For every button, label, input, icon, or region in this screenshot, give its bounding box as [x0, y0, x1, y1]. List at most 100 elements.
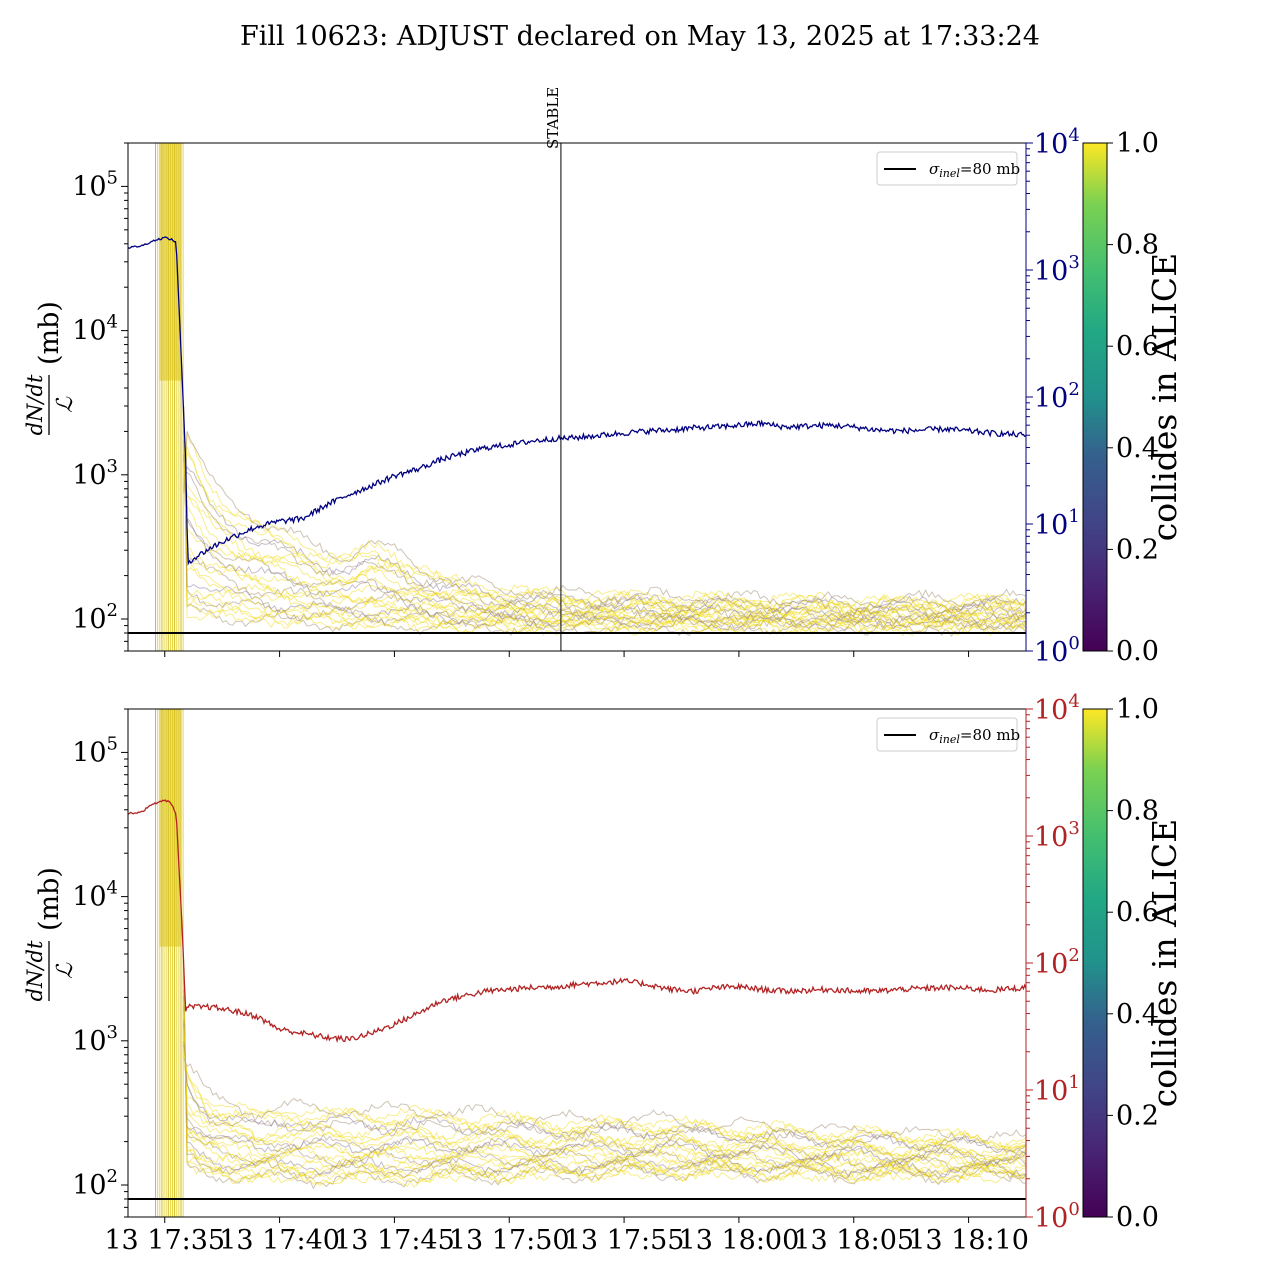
bunch-line: [183, 1023, 1026, 1166]
tick-exponent: 5: [107, 733, 118, 754]
colorbar-tick-label: 0.4: [1116, 433, 1159, 464]
tick-base: 10: [1034, 822, 1068, 853]
tick-base: 10: [72, 171, 106, 202]
legend-label: σinel=80 mb: [929, 160, 1020, 180]
legend-box: [876, 151, 1018, 186]
bunch-line: [183, 1037, 1026, 1157]
bunch-line: [183, 446, 1026, 612]
tick-exponent: 4: [107, 312, 118, 333]
tick-base: 10: [72, 882, 106, 913]
bunch-line: [183, 1051, 1026, 1151]
tick-exponent: 3: [1068, 252, 1079, 273]
label-denominator: ℒ: [53, 396, 78, 413]
right-tick-label: 103: [1034, 252, 1080, 287]
legend-subscript: inel: [939, 167, 960, 180]
bunch-line: [183, 992, 1026, 1179]
bunch-line: [183, 471, 1026, 617]
tick-base: 10: [72, 604, 106, 635]
colorbar-tick-label: 0.8: [1116, 230, 1159, 261]
x-tick-label: 13 17:40: [219, 1225, 340, 1256]
colorbar-tick-label: 0.8: [1116, 796, 1159, 827]
tick-base: 10: [1034, 1076, 1068, 1107]
colorbar-gradient: [1082, 708, 1108, 1218]
burst-fill: [159, 709, 182, 947]
tick-exponent: 2: [107, 1166, 118, 1187]
left-tick-label: 103: [72, 1022, 118, 1057]
colorbar-tick-label: 0.2: [1116, 534, 1159, 565]
bunch-line: [183, 985, 1026, 1182]
bunch-line: [183, 466, 1026, 616]
right-tick-label: 104: [1034, 125, 1080, 160]
bunch-line: [183, 1013, 1026, 1170]
label-unit: (mb): [34, 301, 65, 365]
tick-exponent: 3: [107, 1022, 118, 1043]
left-tick-label: 103: [72, 456, 118, 491]
left-axis-label: dN/dt ℒ (mb): [23, 301, 78, 435]
tick-base: 10: [72, 460, 106, 491]
right-tick-label: 104: [1034, 691, 1080, 726]
colorbar-tick-label: 1.0: [1116, 128, 1159, 159]
legend-value: =80 mb: [960, 726, 1020, 744]
bunch-line: [183, 1048, 1026, 1153]
colorbar-tick-label: 0.0: [1116, 1202, 1159, 1233]
right-tick-label: 101: [1034, 506, 1080, 541]
tick-base: 10: [1034, 510, 1068, 541]
colorbar-tick-label: 0.4: [1116, 999, 1159, 1030]
plot-area: [128, 143, 1026, 651]
bunch-line: [183, 454, 1026, 624]
tick-base: 10: [1034, 256, 1068, 287]
legend-label: σinel=80 mb: [929, 726, 1020, 746]
bunch-line: [183, 1041, 1026, 1155]
x-tick-label: 13 18:05: [793, 1225, 914, 1256]
colorbar-label: collides in ALICE: [1145, 819, 1184, 1108]
label-denominator: ℒ: [53, 962, 78, 979]
bunch-line: [183, 1030, 1026, 1161]
legend-sigma: σ: [929, 726, 940, 744]
tick-base: 10: [72, 1026, 106, 1057]
tick-exponent: 3: [107, 456, 118, 477]
bunch-line: [183, 437, 1026, 630]
label-numerator: dN/dt: [23, 940, 47, 1001]
colorbar-tick-label: 1.0: [1116, 694, 1159, 725]
tick-exponent: 4: [1068, 691, 1079, 712]
x-tick-label: 13 18:00: [679, 1225, 800, 1256]
bunch-line: [183, 996, 1026, 1178]
left-tick-label: 105: [72, 733, 118, 768]
plot-area: [128, 709, 1026, 1217]
tick-base: 10: [1034, 637, 1068, 668]
colorbar: 0.0 0.2 0.4 0.6 0.8 1.0 collides in ALICE: [1082, 694, 1184, 1233]
left-tick-label: 104: [72, 878, 118, 913]
right-tick-label: 103: [1034, 818, 1080, 853]
tick-exponent: 5: [107, 167, 118, 188]
right-tick-label: 101: [1034, 1072, 1080, 1107]
x-axis: [164, 651, 970, 657]
legend-subscript: inel: [939, 733, 960, 746]
tick-exponent: 4: [1068, 125, 1079, 146]
tick-exponent: 0: [1068, 1199, 1079, 1220]
bunch-line: [183, 1010, 1026, 1172]
tick-exponent: 0: [1068, 633, 1079, 654]
legend-box: [876, 717, 1018, 752]
tick-base: 10: [1034, 1203, 1068, 1234]
legend: σinel=80 mb: [876, 151, 1020, 186]
bunch-line: [183, 419, 1026, 635]
tick-exponent: 2: [1068, 945, 1079, 966]
bunch-lines: [183, 971, 1026, 1190]
bunch-line: [183, 405, 1026, 638]
tick-exponent: 1: [1068, 506, 1079, 527]
colorbar-label: collides in ALICE: [1145, 253, 1184, 542]
bunch-line: [183, 440, 1026, 629]
colorbar-tick-label: 0.6: [1116, 331, 1159, 362]
bunch-line: [183, 433, 1026, 630]
bunch-line: [183, 447, 1026, 627]
colorbar-tick-label: 0.6: [1116, 897, 1159, 928]
burst-fill: [159, 143, 182, 381]
bunch-lines: [183, 405, 1026, 638]
bunch-line: [183, 450, 1026, 614]
bunch-line: [183, 423, 1026, 634]
